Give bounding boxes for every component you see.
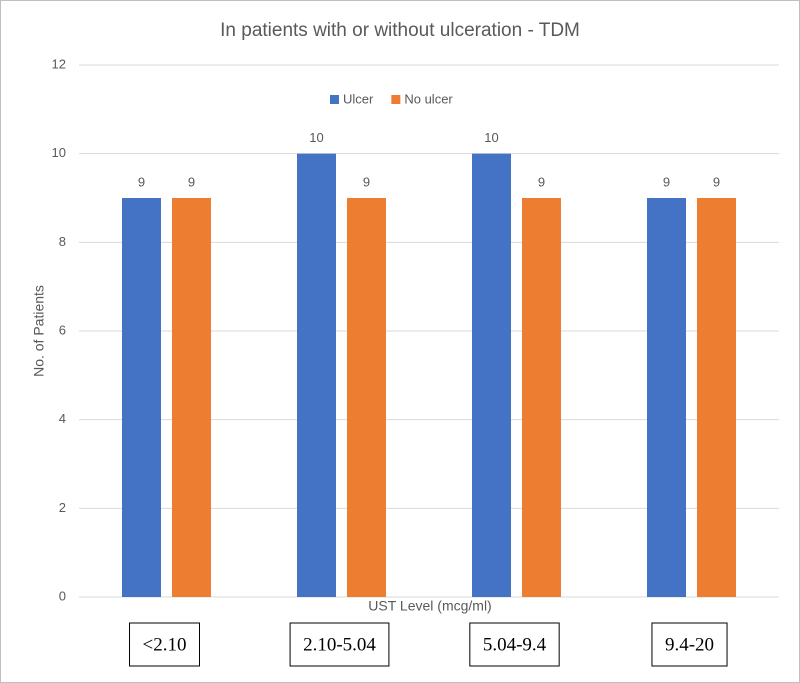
data-label: 10 — [484, 130, 498, 145]
x-tick-label: 9.4-20 — [665, 634, 714, 655]
y-tick-label: 10 — [52, 145, 66, 160]
chart-title: In patients with or without ulceration -… — [220, 20, 580, 41]
x-axis-label: UST Level (mcg/ml) — [368, 598, 491, 614]
legend-swatch — [391, 95, 401, 104]
x-tick-label: 2.10-5.04 — [303, 634, 376, 655]
category-box — [469, 622, 560, 667]
bar — [697, 198, 736, 597]
data-label: 10 — [309, 130, 323, 145]
y-tick-label: 4 — [59, 411, 66, 426]
bar — [647, 198, 686, 597]
category-box — [289, 622, 390, 667]
data-label: 9 — [188, 174, 195, 189]
y-tick-label: 2 — [59, 500, 66, 515]
x-tick-label: <2.10 — [143, 634, 187, 655]
y-axis-label: No. of Patients — [31, 285, 47, 377]
data-label: 9 — [138, 174, 145, 189]
data-label: 9 — [663, 174, 670, 189]
bar — [172, 198, 211, 597]
category-box — [651, 622, 728, 667]
legend-label: No ulcer — [404, 91, 453, 106]
y-tick-label: 6 — [59, 322, 66, 337]
legend-label: Ulcer — [343, 91, 374, 106]
bar — [347, 198, 386, 597]
legend-swatch — [330, 95, 339, 104]
bar — [122, 198, 161, 597]
y-tick-label: 12 — [52, 56, 66, 71]
data-label: 9 — [538, 174, 545, 189]
data-label: 9 — [363, 174, 370, 189]
y-tick-label: 0 — [59, 588, 66, 603]
data-label: 9 — [713, 174, 720, 189]
y-tick-label: 8 — [59, 234, 66, 249]
bar — [522, 198, 561, 597]
category-box — [129, 622, 200, 667]
bar — [472, 153, 511, 597]
x-tick-label: 5.04-9.4 — [483, 634, 547, 655]
bar — [297, 153, 336, 597]
